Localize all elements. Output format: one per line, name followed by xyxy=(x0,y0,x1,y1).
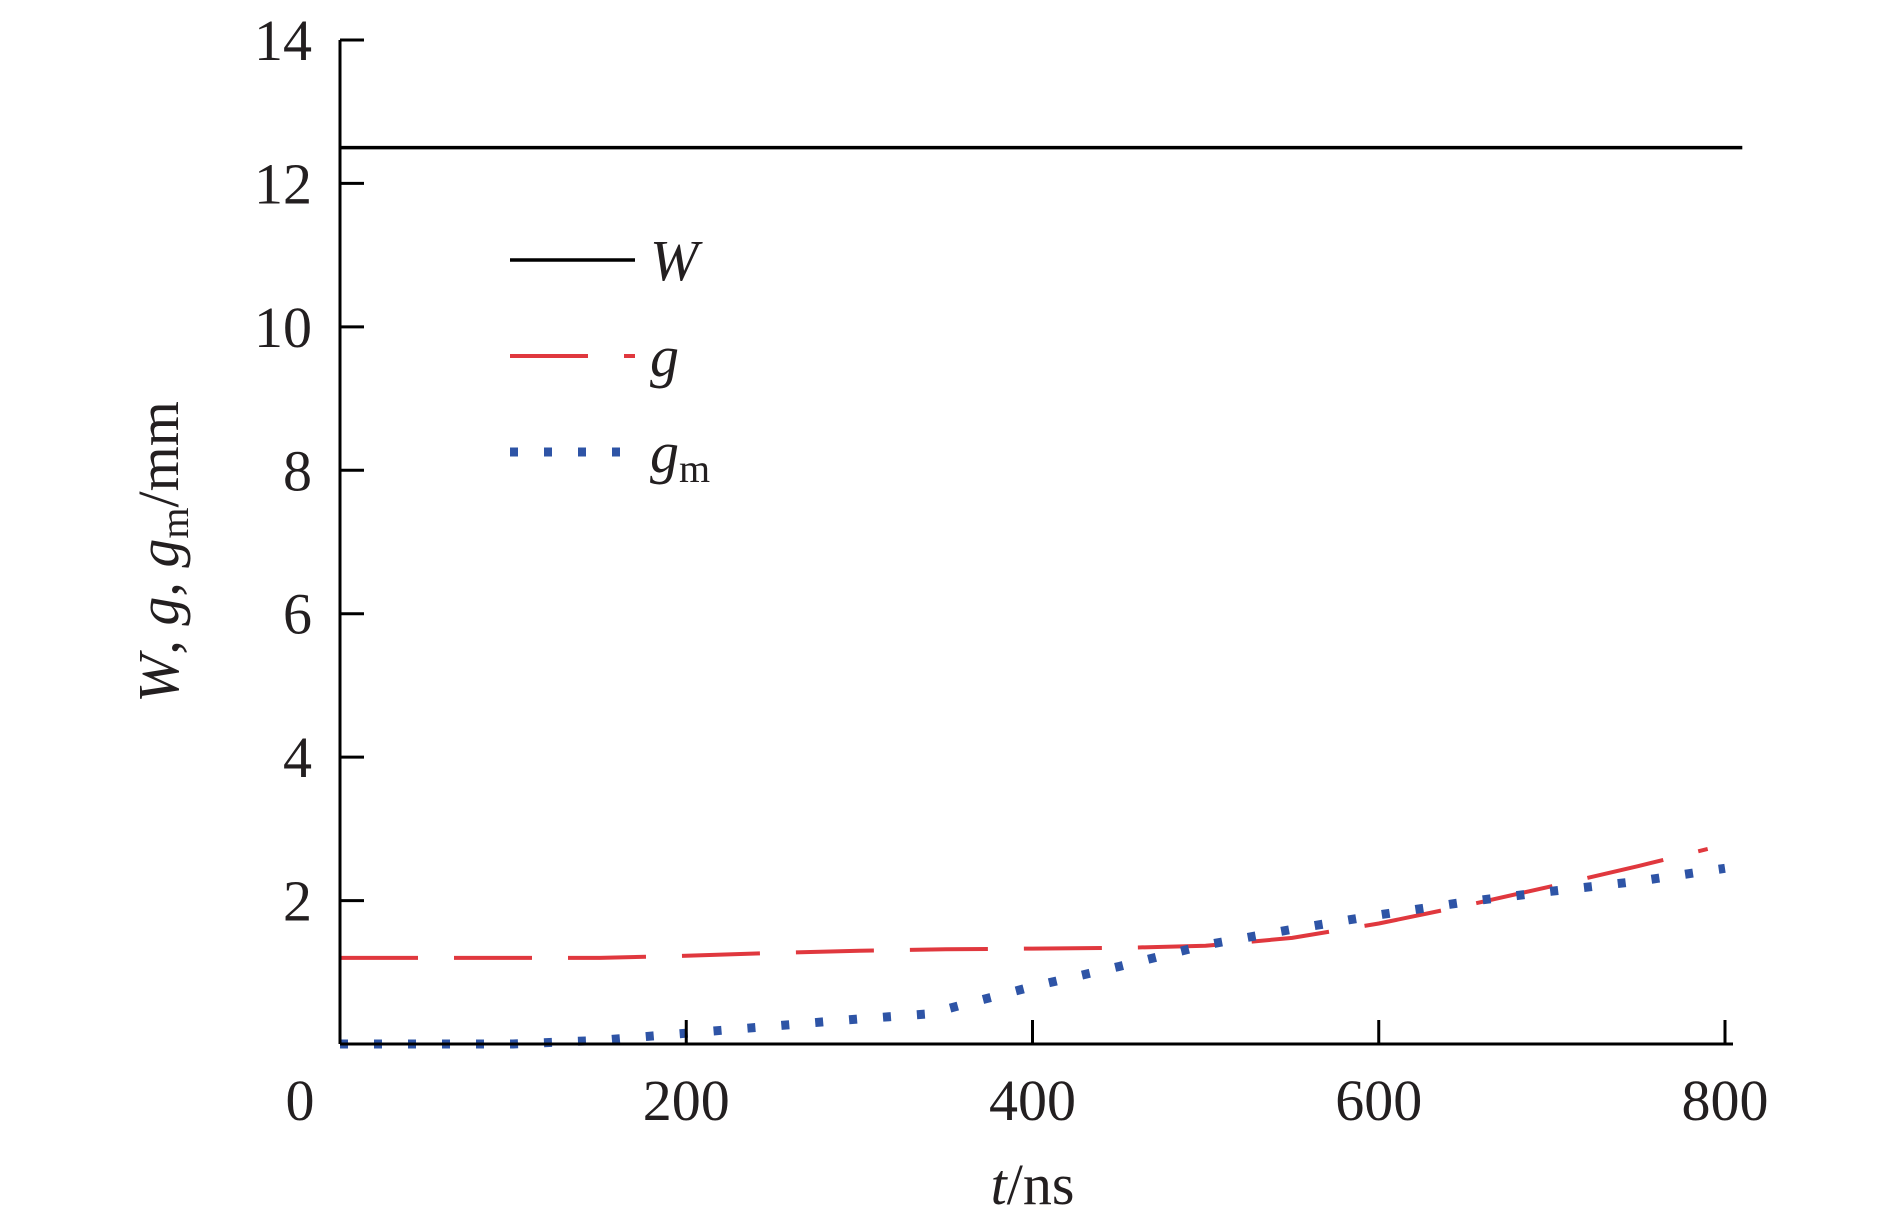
legend-label-sub: m xyxy=(679,446,710,491)
legend-label-name: g xyxy=(650,420,679,485)
y-tick-label: 4 xyxy=(283,725,312,790)
y-axis-title-g2: g xyxy=(126,539,191,568)
x-tick-label: 0 xyxy=(286,1068,315,1133)
x-axis-title-unit: /ns xyxy=(1007,1152,1075,1217)
y-axis-title: W, g, gm/mm xyxy=(126,401,197,703)
axes xyxy=(338,40,1733,1046)
y-axis-title-unit: /mm xyxy=(126,401,191,507)
x-ticks: 0 200 400 600 800 xyxy=(286,1020,1769,1133)
y-tick-label: 12 xyxy=(254,151,312,216)
legend-label-name: g xyxy=(650,324,679,389)
legend-label: gm xyxy=(650,420,710,491)
series-line-dotted xyxy=(340,863,1726,1049)
x-tick-label: 400 xyxy=(989,1068,1076,1133)
x-tick-label: 600 xyxy=(1335,1068,1422,1133)
y-tick-label: 6 xyxy=(283,582,312,647)
plot-lines xyxy=(340,145,1743,1049)
y-axis-title-sep2: , xyxy=(126,568,191,597)
y-tick-label: 8 xyxy=(283,438,312,503)
y-axis-title-w: W xyxy=(126,650,191,703)
y-axis-title-sep1: , xyxy=(126,626,191,655)
legend-label: W xyxy=(650,228,703,293)
y-ticks: 2 4 6 8 10 12 14 xyxy=(254,8,364,934)
y-tick-label: 2 xyxy=(283,869,312,934)
y-tick-label: 14 xyxy=(254,8,312,73)
series-line-dashed xyxy=(340,846,1709,960)
y-axis-title-sub: m xyxy=(152,507,197,538)
x-axis-title: t/ns xyxy=(991,1152,1075,1217)
y-axis-title-g1: g xyxy=(126,597,191,626)
x-axis-title-var: t xyxy=(991,1152,1009,1217)
x-tick-label: 800 xyxy=(1682,1068,1769,1133)
legend-label: g xyxy=(650,324,679,389)
legend-label-name: W xyxy=(650,228,703,293)
y-tick-label: 10 xyxy=(254,295,312,360)
x-tick-label: 200 xyxy=(643,1068,730,1133)
